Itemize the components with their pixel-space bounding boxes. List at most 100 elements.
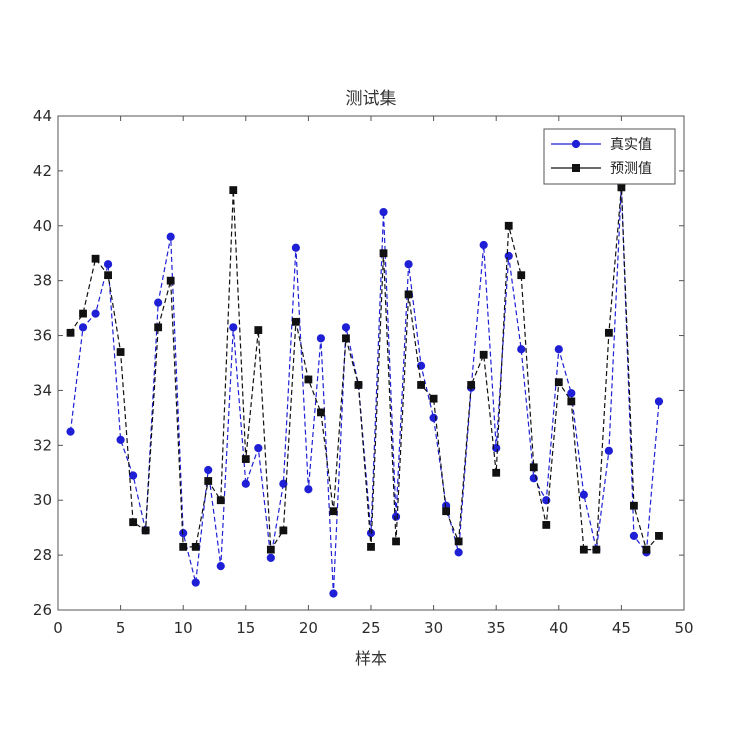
data-point	[66, 427, 75, 436]
data-point	[329, 507, 338, 516]
x-tick-label: 15	[236, 619, 255, 637]
x-tick-label: 45	[612, 619, 631, 637]
data-point	[404, 260, 413, 269]
data-point	[241, 455, 250, 463]
data-point	[66, 328, 75, 337]
y-tick-label: 32	[33, 436, 52, 454]
data-point	[91, 254, 100, 263]
x-tick-label: 20	[299, 619, 318, 637]
data-point	[329, 589, 338, 598]
x-tick-label: 30	[424, 619, 443, 637]
data-point	[204, 477, 213, 485]
data-point	[216, 496, 225, 505]
data-point	[479, 350, 488, 359]
data-point	[291, 317, 300, 326]
data-point	[104, 271, 112, 280]
y-tick-label: 42	[33, 162, 52, 180]
data-point	[554, 378, 563, 387]
y-tick-label: 40	[33, 217, 52, 235]
data-point	[266, 553, 275, 562]
data-point	[204, 465, 213, 475]
data-point	[266, 545, 275, 554]
data-point	[179, 542, 188, 551]
y-tick-label: 28	[33, 546, 52, 564]
data-point	[454, 548, 463, 557]
data-point	[166, 232, 175, 241]
data-point	[417, 381, 425, 389]
data-point	[279, 526, 288, 535]
data-point	[341, 323, 351, 332]
legend-label-true: 真实值	[610, 137, 652, 153]
y-tick-label: 36	[33, 327, 52, 345]
data-point	[154, 298, 163, 307]
data-point	[179, 529, 188, 538]
data-point	[492, 443, 501, 453]
data-point	[492, 468, 501, 477]
data-point	[579, 545, 588, 554]
x-tick-label: 50	[674, 619, 693, 637]
data-point	[78, 323, 88, 332]
legend-marker-true	[571, 139, 581, 149]
y-tick-label: 44	[33, 107, 52, 125]
y-tick-label: 26	[33, 601, 52, 619]
data-point	[129, 471, 138, 480]
series-layer	[66, 180, 664, 598]
chart-title: 测试集	[346, 89, 397, 109]
data-point	[642, 545, 651, 554]
x-tick-label: 5	[116, 619, 126, 637]
data-point	[304, 375, 313, 384]
data-point	[342, 334, 350, 343]
data-point	[391, 512, 401, 521]
data-point	[592, 545, 601, 554]
data-point	[129, 518, 138, 527]
data-point	[579, 490, 588, 499]
data-point	[467, 381, 476, 389]
legend: 真实值 预测值	[543, 128, 676, 185]
data-point	[655, 532, 663, 540]
data-point	[367, 542, 375, 551]
x-tick-label: 35	[487, 619, 506, 637]
data-point	[404, 290, 413, 299]
data-point	[141, 526, 150, 535]
data-point	[241, 479, 250, 488]
data-point	[91, 309, 100, 318]
data-point	[291, 243, 300, 252]
data-point	[654, 397, 664, 406]
data-point	[479, 240, 488, 250]
data-point	[542, 521, 551, 529]
x-tick-label: 10	[174, 619, 193, 637]
data-point	[517, 271, 526, 280]
data-point	[604, 446, 613, 455]
x-tick-label: 40	[549, 619, 568, 637]
data-point	[116, 435, 125, 444]
x-axis: 0 5 10 15 20 25 30 35 40 45 50	[53, 116, 694, 637]
data-point	[630, 501, 638, 510]
y-tick-label: 30	[33, 491, 52, 509]
data-point	[504, 251, 513, 261]
legend-marker-pred	[572, 164, 580, 172]
y-tick-label: 38	[33, 272, 52, 290]
x-tick-label: 25	[361, 619, 380, 637]
data-point	[166, 276, 175, 285]
data-point	[567, 397, 576, 406]
data-point	[229, 323, 238, 332]
data-point	[103, 260, 113, 269]
data-point	[529, 463, 538, 472]
data-point	[442, 507, 451, 516]
data-point	[79, 309, 87, 318]
data-point	[354, 381, 363, 389]
data-point	[254, 326, 263, 334]
data-point	[154, 323, 163, 332]
series-line	[69, 187, 660, 552]
data-point	[629, 531, 639, 541]
legend-label-pred: 预测值	[610, 161, 652, 177]
data-point	[229, 186, 238, 194]
y-axis: 26 28 30 32 34 36 38 40 42 44	[33, 107, 684, 619]
data-point	[454, 537, 463, 546]
data-point	[317, 408, 325, 417]
data-point	[517, 345, 526, 354]
data-point	[617, 183, 626, 192]
data-point	[316, 334, 326, 343]
data-point	[379, 207, 388, 217]
y-tick-label: 34	[33, 381, 52, 399]
